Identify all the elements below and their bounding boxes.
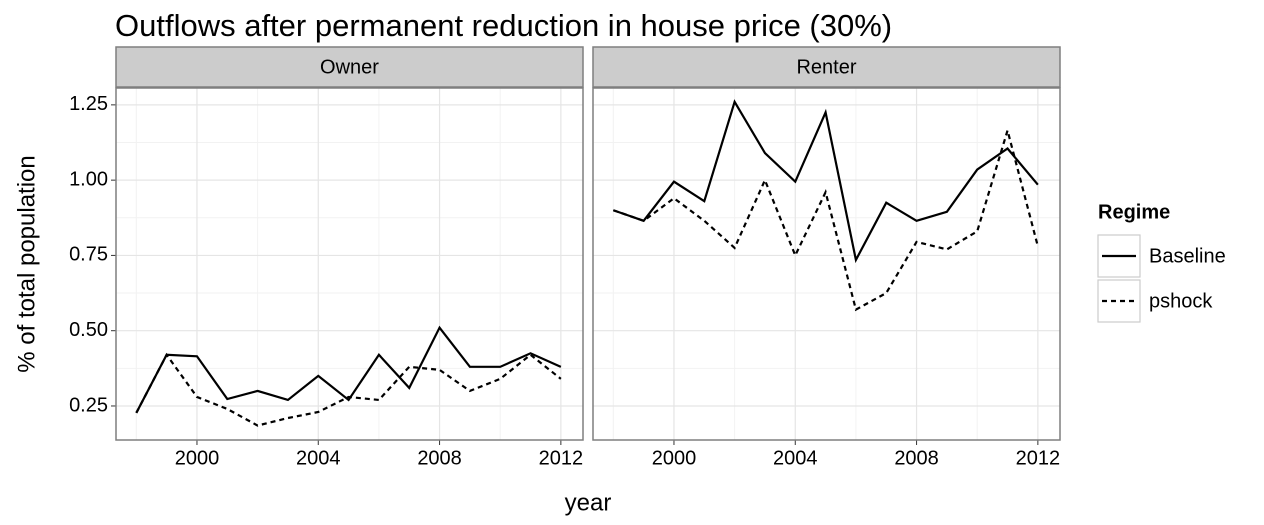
x-tick-label: 2008	[417, 447, 462, 469]
x-tick-label: 2008	[894, 447, 939, 469]
line-series	[612, 99, 1039, 264]
y-tick-label: 1.25	[69, 93, 108, 115]
strip	[115, 46, 584, 88]
x-tick-label: 2012	[1016, 447, 1061, 469]
x-tick-label: 2004	[773, 447, 818, 469]
strip-label: Owner	[320, 56, 379, 78]
line-series	[612, 126, 1039, 312]
chart-title: Outflows after permanent reduction in ho…	[115, 8, 892, 43]
legend-label: pshock	[1149, 290, 1213, 312]
x-tick-label: 2000	[175, 447, 220, 469]
y-axis-label: % of total population	[13, 155, 40, 373]
x-tick-label: 2000	[652, 447, 697, 469]
y-tick-label: 0.75	[69, 244, 108, 266]
legend-title: Regime	[1098, 201, 1170, 223]
x-axis-label: year	[565, 489, 612, 516]
y-tick-label: 1.00	[69, 168, 108, 190]
strip-label: Renter	[796, 56, 856, 78]
panel-border	[115, 87, 584, 441]
line-series	[135, 352, 562, 427]
strip	[592, 46, 1061, 88]
y-tick-label: 0.25	[69, 394, 108, 416]
panel-border	[592, 87, 1061, 441]
panel-background	[116, 88, 583, 440]
x-tick-label: 2004	[296, 447, 341, 469]
legend-label: Baseline	[1149, 245, 1226, 267]
y-tick-label: 0.50	[69, 319, 108, 341]
line-series	[135, 325, 562, 414]
panel-background	[593, 88, 1060, 440]
x-tick-label: 2012	[539, 447, 584, 469]
